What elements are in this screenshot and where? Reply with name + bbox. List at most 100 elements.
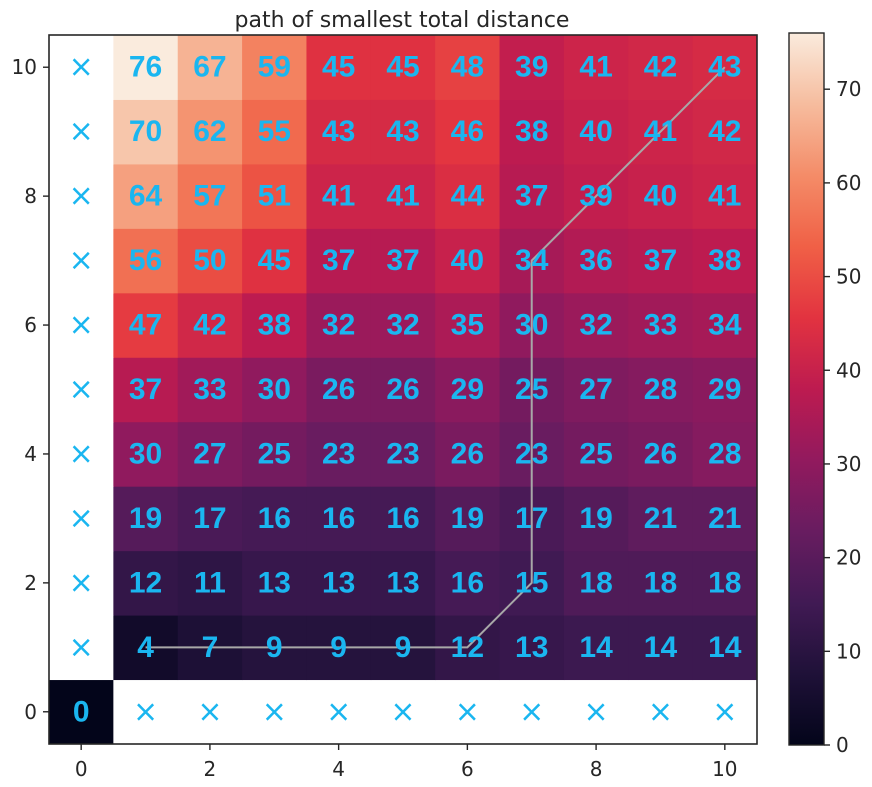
heatmap-cell	[499, 99, 565, 165]
heatmap-cell	[242, 357, 307, 423]
cell-value: 30	[258, 373, 291, 406]
cell-value: 9	[330, 631, 347, 664]
heatmap-cell	[177, 421, 243, 487]
colorbar-tick-label: 40	[836, 358, 861, 382]
cell-value: 33	[193, 373, 226, 406]
heatmap-cell	[435, 550, 501, 616]
heatmap-cell	[49, 679, 114, 745]
heatmap-cell	[628, 228, 694, 294]
x-tick-label: 2	[204, 757, 217, 781]
cell-value: 26	[451, 437, 484, 470]
cell-value: 44	[451, 180, 485, 213]
cell-value: 76	[129, 51, 162, 84]
heatmap-cell	[370, 421, 436, 487]
cell-value: 38	[258, 309, 291, 342]
heatmap-cell	[692, 421, 758, 487]
cell-value: 67	[193, 51, 226, 84]
y-tick-label: 6	[24, 313, 37, 337]
cell-value: 13	[386, 566, 419, 599]
heatmap-cell	[113, 99, 179, 165]
heatmap-cell	[242, 550, 307, 616]
cell-value: 30	[515, 309, 548, 342]
heatmap-cell	[49, 163, 114, 229]
cell-marker: ×	[712, 694, 737, 729]
heatmap-cell	[306, 35, 372, 100]
cell-value: 37	[386, 244, 419, 277]
colorbar-tick-label: 10	[836, 639, 861, 663]
heatmap-cell	[242, 679, 307, 745]
heatmap-cell	[563, 357, 629, 423]
cell-value: 38	[708, 244, 741, 277]
cell-marker: ×	[69, 114, 94, 149]
heatmap-cell	[177, 163, 243, 229]
plot-frame	[48, 34, 758, 745]
heatmap-cell	[563, 292, 629, 358]
heatmap-cells	[49, 35, 758, 745]
heatmap-cell	[628, 550, 694, 616]
heatmap-cell	[563, 679, 629, 745]
heatmap-cell	[177, 486, 243, 552]
heatmap-cell	[628, 679, 694, 745]
path-line	[145, 66, 726, 649]
heatmap-cell	[306, 357, 372, 423]
cell-value: 27	[193, 437, 226, 470]
heatmap-cell	[628, 163, 694, 229]
heatmap-cell	[113, 35, 179, 100]
cell-value: 18	[579, 566, 612, 599]
cell-value: 37	[515, 180, 548, 213]
cell-value: 26	[644, 437, 677, 470]
heatmap-cell	[49, 228, 114, 294]
cell-value: 14	[644, 631, 678, 664]
cell-value: 30	[129, 437, 162, 470]
cell-value: 16	[386, 502, 419, 535]
colorbar-tick-label: 50	[836, 265, 861, 289]
cell-value: 27	[579, 373, 612, 406]
y-tick-label: 2	[24, 571, 37, 595]
cell-value: 55	[258, 115, 291, 148]
cell-value: 23	[322, 437, 355, 470]
heatmap-cell	[370, 679, 436, 745]
cell-value: 16	[258, 502, 291, 535]
cell-value: 21	[708, 502, 741, 535]
cell-value: 25	[515, 373, 548, 406]
colorbar-gradient	[788, 32, 825, 746]
heatmap-cell	[242, 421, 307, 487]
cell-value: 56	[129, 244, 162, 277]
cell-value: 37	[644, 244, 677, 277]
cell-value: 40	[451, 244, 484, 277]
heatmap-cell	[177, 228, 243, 294]
cell-value: 42	[708, 115, 741, 148]
cell-marker: ×	[197, 694, 222, 729]
heatmap-cell	[628, 35, 694, 100]
heatmap-cell	[435, 421, 501, 487]
heatmap-cell	[435, 292, 501, 358]
cell-value: 45	[258, 244, 291, 277]
heatmap-cell	[435, 228, 501, 294]
cell-value: 70	[129, 115, 162, 148]
heatmap-cell	[692, 99, 758, 165]
cell-value: 7	[202, 631, 219, 664]
heatmap-cell	[370, 292, 436, 358]
cell-value: 48	[451, 51, 484, 84]
heatmap-cell	[113, 679, 179, 745]
cell-value: 40	[579, 115, 612, 148]
cell-marker: ×	[69, 630, 94, 665]
heatmap-cell	[628, 357, 694, 423]
x-tick-label: 0	[75, 757, 88, 781]
cell-value: 25	[258, 437, 291, 470]
cell-value: 43	[322, 115, 355, 148]
heatmap-cell	[435, 357, 501, 423]
cell-value: 35	[451, 309, 484, 342]
heatmap-cell	[499, 615, 565, 681]
cell-value: 18	[708, 566, 741, 599]
heatmap-cell	[242, 99, 307, 165]
x-tick-label: 8	[590, 757, 603, 781]
heatmap-cell	[113, 292, 179, 358]
heatmap-cell	[692, 228, 758, 294]
colorbar-tick-label: 20	[836, 546, 861, 570]
y-tick-label: 10	[12, 55, 37, 79]
heatmap-cell	[499, 163, 565, 229]
cell-value: 43	[386, 115, 419, 148]
cell-value: 39	[515, 51, 548, 84]
cell-value: 47	[129, 309, 162, 342]
